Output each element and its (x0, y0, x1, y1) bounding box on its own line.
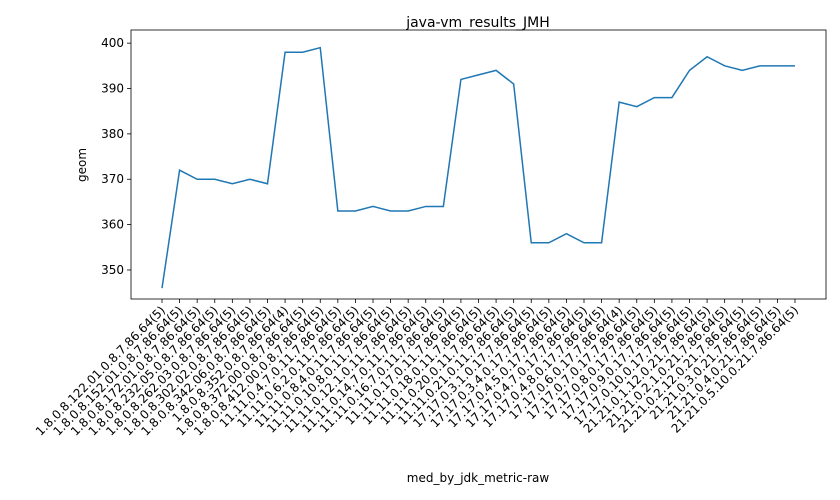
y-tick-label: 400 (101, 36, 124, 50)
series-line (161, 46, 795, 289)
x-axis-label: med_by_jdk_metric-raw (407, 471, 550, 485)
y-tick-label: 350 (101, 263, 124, 277)
chart-title: java-vm_results_JMH (405, 15, 550, 31)
y-tick-label: 390 (101, 82, 124, 96)
y-axis-label: geom (75, 148, 89, 182)
y-tick-label: 360 (101, 218, 124, 232)
y-tick-label: 380 (101, 127, 124, 141)
y-tick-label: 370 (101, 172, 124, 186)
